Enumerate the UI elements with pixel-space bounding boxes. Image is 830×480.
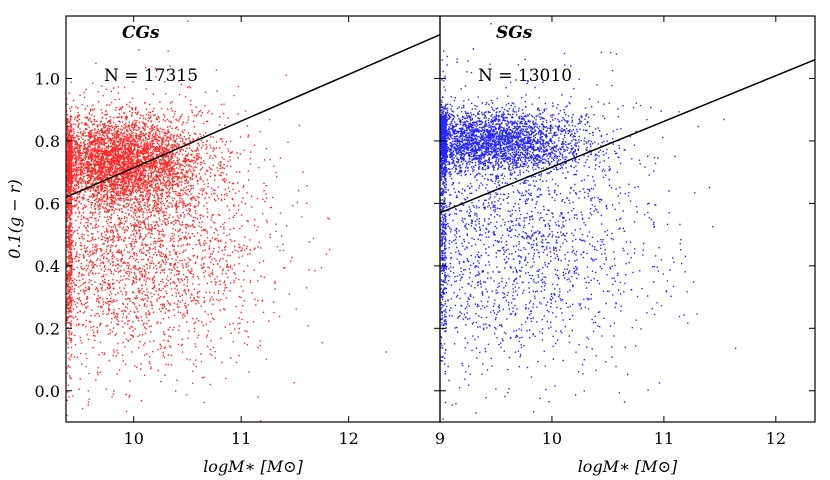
- y-tick-label: 0.4: [35, 257, 60, 276]
- x-axis-title: logM∗ [M⊙]: [203, 457, 303, 476]
- panel-cgs: 10 11 12 0.0 0.2 0.4 0.6 0.8 1.0 CGs N = 17315 logM…: [5, 15, 441, 476]
- y-axis-title: 0.1(g − r): [5, 179, 24, 258]
- x-tick-label: 11: [231, 429, 251, 448]
- separation-line: [440, 59, 815, 214]
- x-tick-label: 10: [124, 429, 144, 448]
- panel-sgs: 9 10 11 12 SGs N = 13010 logM∗ [M⊙]: [435, 15, 816, 476]
- scatter-points: [440, 23, 737, 420]
- panel-title: CGs: [122, 23, 160, 43]
- y-tick-label: 0.6: [35, 194, 60, 213]
- x-tick-label: 9: [435, 429, 445, 448]
- axes-frame: [439, 15, 816, 423]
- y-tick-label: 0.8: [35, 132, 60, 151]
- x-tick-label: 12: [766, 429, 786, 448]
- sample-size-label: N = 13010: [478, 66, 572, 86]
- y-tick-label: 0.0: [35, 382, 60, 401]
- scatter-point-cloud: [440, 23, 737, 420]
- x-tick-label: 11: [654, 429, 674, 448]
- x-tick-label: 12: [338, 429, 358, 448]
- panel-title: SGs: [496, 23, 533, 43]
- sample-size-label: N = 17315: [104, 66, 198, 86]
- y-tick-label: 0.2: [35, 319, 60, 338]
- x-tick-label: 10: [542, 429, 562, 448]
- x-axis-title: logM∗ [M⊙]: [578, 457, 678, 476]
- separation-line: [66, 34, 440, 198]
- y-tick-label: 1.0: [35, 69, 60, 88]
